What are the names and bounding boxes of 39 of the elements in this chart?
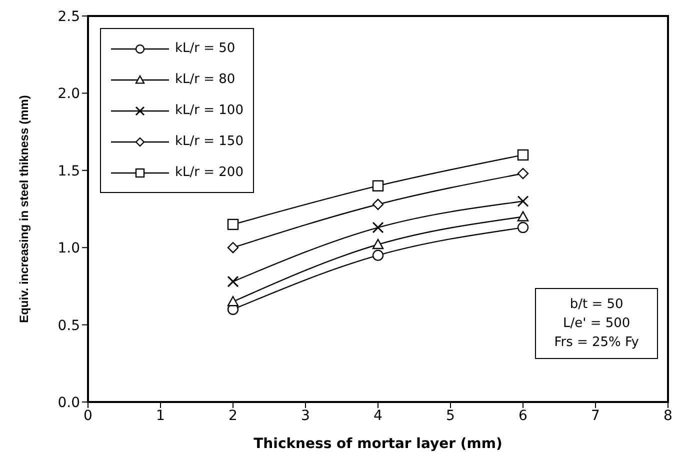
- legend-label: kL/r = 50: [175, 41, 236, 56]
- point: [517, 149, 529, 161]
- y-tick-label: 0.5: [58, 318, 80, 334]
- annotation: b/t = 50: [568, 296, 624, 314]
- x-tick-label: 6: [518, 408, 528, 424]
- x-tick-label: 8: [664, 408, 672, 424]
- point: [517, 196, 529, 208]
- point: [372, 250, 384, 261]
- y-tick-label: 1.0: [58, 240, 80, 257]
- x-tick-label: 1: [156, 408, 165, 424]
- y-tick-label: 1.5: [58, 163, 80, 180]
- point: [372, 198, 384, 210]
- point: [372, 238, 384, 250]
- x-tick-label: 0: [84, 408, 92, 424]
- legend-label: kL/r = 80: [175, 72, 236, 87]
- annotation: L/e' = 500: [562, 315, 632, 333]
- point: [517, 168, 529, 180]
- point: [372, 180, 384, 192]
- legend-label: kL/r = 200: [175, 165, 244, 180]
- y-tick-label: 0.0: [58, 394, 80, 411]
- x-tick-label: 4: [374, 408, 383, 424]
- x-tick-label: 5: [446, 408, 455, 424]
- x-tick-label: 3: [301, 408, 310, 424]
- point: [227, 296, 239, 306]
- point: [372, 222, 384, 234]
- legend-label: kL/r = 100: [175, 103, 244, 118]
- x-axis-title: Thickness of mortar layer (mm): [254, 436, 502, 452]
- x-tick-label: 2: [228, 408, 238, 424]
- point: [227, 276, 239, 288]
- y-axis-title: Equiv. increasing in steel thikness (mm): [17, 95, 31, 323]
- y-tick-label: 2.0: [58, 86, 80, 102]
- point: [517, 211, 529, 222]
- legend-label: kL/r = 150: [175, 134, 244, 149]
- point: [517, 222, 529, 234]
- y-tick-label: 2.5: [58, 8, 80, 25]
- x-tick-label: 7: [591, 408, 600, 424]
- annotation: Frs = 25% Fy: [554, 334, 639, 352]
- point: [227, 218, 239, 230]
- point: [227, 242, 239, 254]
